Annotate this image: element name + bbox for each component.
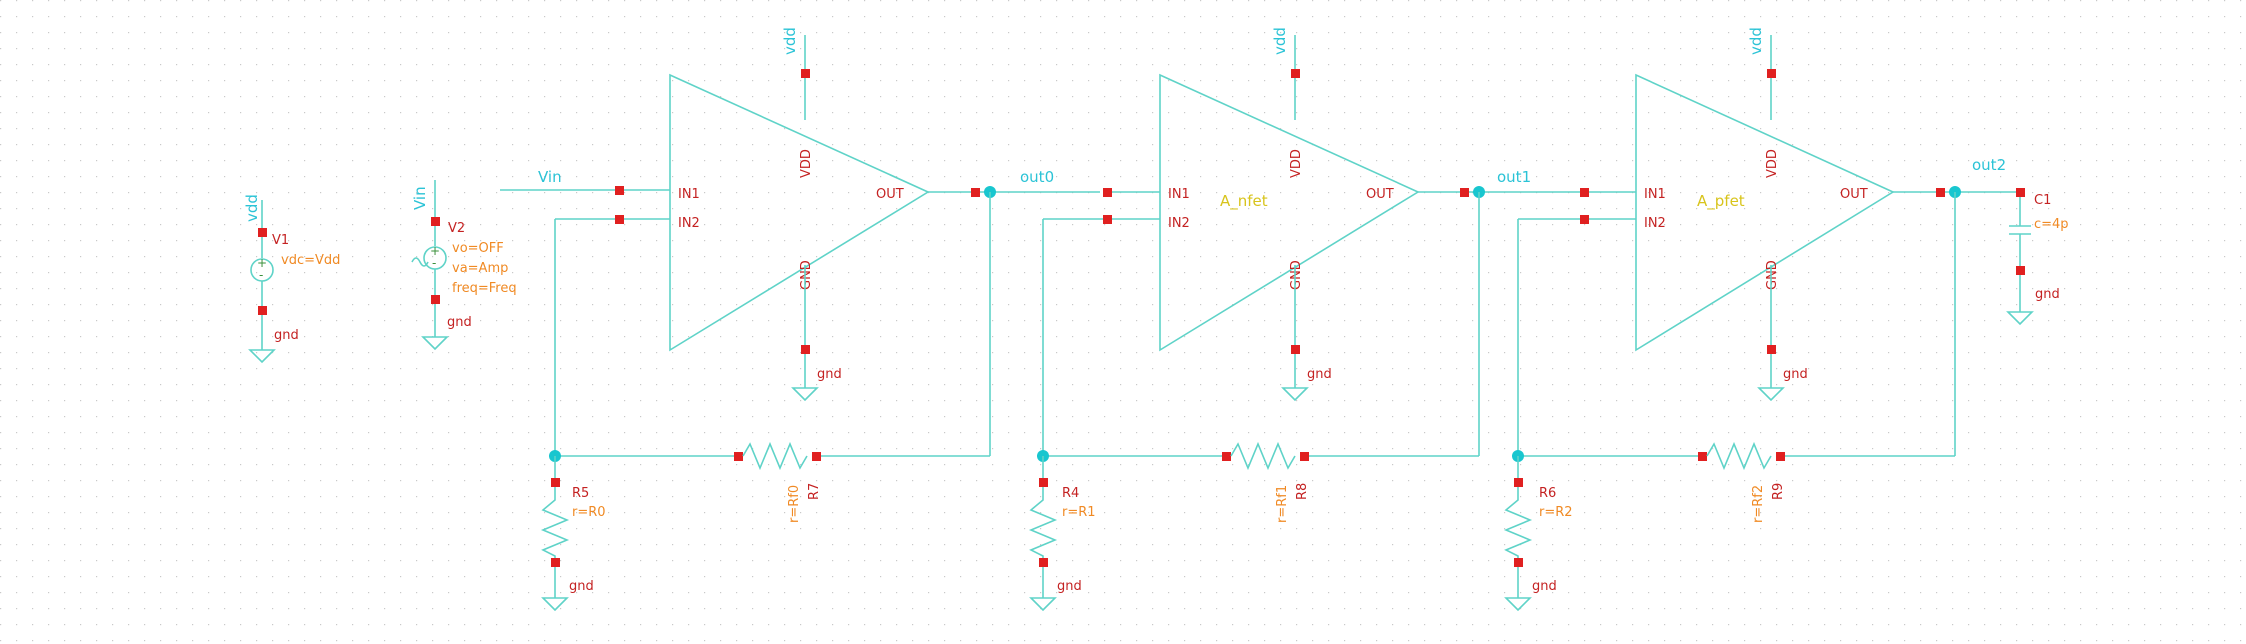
vin-net-label: Vin <box>538 168 562 186</box>
amp3-triangle <box>1635 73 1895 352</box>
v2-param-freq: freq=Freq <box>452 281 517 296</box>
v2-ground-symbol <box>421 336 449 351</box>
r6-gnd-net: gnd <box>1532 579 1557 594</box>
amp2-triangle <box>1159 73 1420 352</box>
amp2-pin-in2: IN2 <box>1168 216 1190 231</box>
r6-ground-symbol <box>1504 597 1532 612</box>
c1-value: c=4p <box>2034 217 2069 232</box>
out1-net-label: out1 <box>1497 168 1531 186</box>
amp2-pin-gnd: GND <box>1289 260 1304 290</box>
amp3-pin-vdd: VDD <box>1765 149 1780 178</box>
r4-name: R4 <box>1062 486 1079 501</box>
r6-name: R6 <box>1539 486 1556 501</box>
rf2-resistor-zigzag <box>1706 441 1772 471</box>
v2-top-net-label: Vin <box>411 186 429 210</box>
svg-text:+: + <box>257 256 267 270</box>
r5-value: r=R0 <box>572 505 606 520</box>
amp3-pin-in1: IN1 <box>1644 187 1666 202</box>
v1-param: vdc=Vdd <box>281 253 340 268</box>
amp2-pin-out: OUT <box>1366 187 1394 202</box>
svg-text:+: + <box>430 244 440 258</box>
r4-ground-symbol <box>1029 597 1057 612</box>
rf1-resistor-zigzag <box>1230 441 1296 471</box>
amp1-vdd-net: vdd <box>781 27 799 55</box>
r6-value: r=R2 <box>1539 505 1573 520</box>
amp1-pin-out: OUT <box>876 187 904 202</box>
source-v1[interactable]: vdd + - V1 vdc=Vdd gnd <box>243 194 340 364</box>
r5-name: R5 <box>572 486 589 501</box>
amp3-gnd-net: gnd <box>1783 367 1808 382</box>
v2-gnd-label: gnd <box>447 315 472 330</box>
svg-text:-: - <box>432 256 436 270</box>
amp3-vdd-net: vdd <box>1747 27 1765 55</box>
svg-text:-: - <box>259 268 263 282</box>
v1-name: V1 <box>272 233 289 248</box>
amp2-pin-in1: IN1 <box>1168 187 1190 202</box>
amp1-pin-vdd: VDD <box>799 149 814 178</box>
v1-top-net-label: vdd <box>243 194 261 222</box>
v2-name: V2 <box>448 221 465 236</box>
amp-stage-3[interactable]: out1 IN1 IN2 OUT A_pfet VDD GND vdd gnd … <box>1497 27 2017 612</box>
out0-net-label: out0 <box>1020 168 1054 186</box>
amp3-pin-out: OUT <box>1840 187 1868 202</box>
amp2-cell-name: A_nfet <box>1220 192 1268 211</box>
amp2-gnd-net: gnd <box>1307 367 1332 382</box>
amp3-cell-name: A_pfet <box>1697 192 1745 211</box>
r5-ground-symbol <box>541 597 569 612</box>
rf1-value: r=Rf1 <box>1275 485 1290 523</box>
amp1-ground-symbol <box>791 387 819 402</box>
rf2-name: R9 <box>1771 483 1786 500</box>
r4-value: r=R1 <box>1062 505 1096 520</box>
r4-gnd-net: gnd <box>1057 579 1082 594</box>
amp1-pin-in1: IN1 <box>678 187 700 202</box>
v2-param-va: va=Amp <box>452 261 508 276</box>
r6-resistor-zigzag <box>1503 487 1533 560</box>
rf1-name: R8 <box>1295 483 1310 500</box>
amp-stage-1[interactable]: Vin IN1 IN2 OUT VDD GND vdd gnd R7 r=Rf <box>500 27 1100 612</box>
out2-net-label: out2 <box>1972 156 2006 174</box>
c1-ground-symbol <box>2006 311 2034 326</box>
c1-name: C1 <box>2034 193 2051 208</box>
amp1-pin-gnd: GND <box>799 260 814 290</box>
rf0-value: r=Rf0 <box>787 485 802 523</box>
rf0-name: R7 <box>807 483 822 500</box>
c1-gnd-net: gnd <box>2035 287 2060 302</box>
r5-resistor-zigzag <box>540 487 570 560</box>
amp1-gnd-net: gnd <box>817 367 842 382</box>
rf2-value: r=Rf2 <box>1751 485 1766 523</box>
r5-gnd-net: gnd <box>569 579 594 594</box>
amp3-pin-in2: IN2 <box>1644 216 1666 231</box>
amp-stage-2[interactable]: out0 IN1 IN2 OUT A_nfet VDD GND vdd gnd … <box>1020 27 1580 612</box>
amp2-ground-symbol <box>1281 387 1309 402</box>
v1-ground-symbol <box>248 349 276 364</box>
amp3-ground-symbol <box>1757 387 1785 402</box>
amp2-pin-vdd: VDD <box>1289 149 1304 178</box>
amp2-vdd-net: vdd <box>1271 27 1289 55</box>
amp3-pin-gnd: GND <box>1765 260 1780 290</box>
amp1-triangle <box>669 73 930 352</box>
rf0-resistor-zigzag <box>742 441 808 471</box>
r4-resistor-zigzag <box>1028 487 1058 560</box>
v2-param-vo: vo=OFF <box>452 241 504 256</box>
amp1-pin-in2: IN2 <box>678 216 700 231</box>
load-capacitor-c1[interactable]: out2 C1 c=4p gnd <box>1972 156 2069 326</box>
v1-gnd-label: gnd <box>274 328 299 343</box>
source-v2[interactable]: Vin + - V2 vo=OFF va=Amp freq=Freq gnd <box>411 180 517 351</box>
